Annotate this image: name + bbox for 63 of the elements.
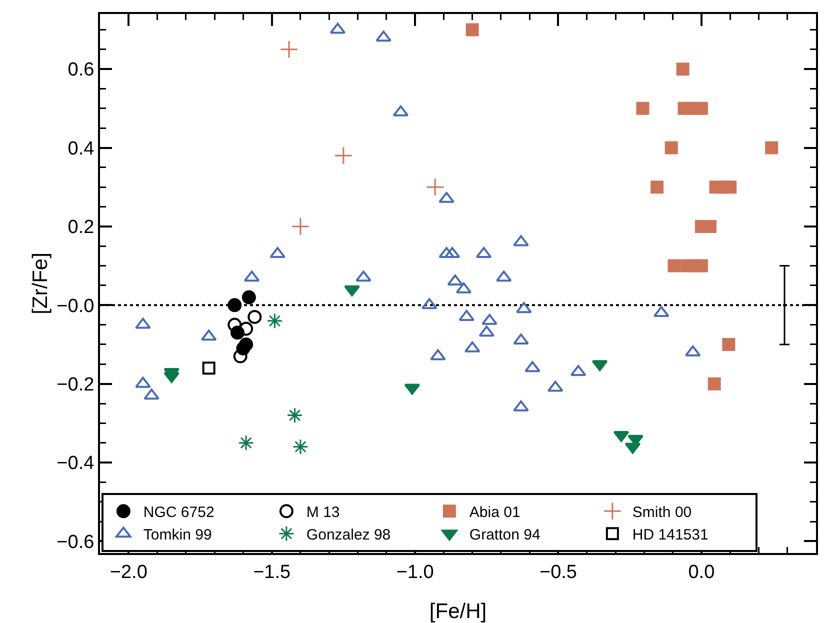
point — [694, 259, 708, 272]
point — [238, 434, 254, 451]
point — [356, 270, 372, 282]
point — [376, 30, 392, 42]
x-axis-title: [Fe/H] — [429, 600, 487, 623]
point — [228, 298, 242, 312]
point — [430, 349, 446, 360]
point — [135, 318, 151, 329]
point — [668, 259, 681, 272]
y-tick-label: −0.6 — [56, 532, 94, 553]
point — [513, 334, 529, 345]
point — [466, 23, 479, 36]
point — [248, 310, 262, 324]
legend-label: HD 141531 — [632, 526, 708, 544]
y-axis-title: [Zr/Fe] — [29, 252, 52, 314]
legend-label: Smith 00 — [632, 504, 692, 522]
legend-label: NGC 6752 — [143, 504, 214, 522]
point — [524, 361, 540, 372]
point — [239, 322, 254, 336]
point — [280, 40, 298, 59]
point — [228, 318, 242, 332]
point — [291, 217, 310, 236]
point — [286, 407, 303, 424]
x-tick-label: 0.0 — [688, 562, 715, 583]
point — [426, 178, 444, 196]
point — [482, 314, 498, 325]
y-tick-label: 0.4 — [68, 138, 95, 160]
y-tick-label: −0.0 — [56, 296, 94, 317]
point — [676, 62, 690, 76]
point — [270, 246, 286, 258]
legend-label: M 13 — [306, 504, 340, 522]
point — [724, 180, 737, 194]
point — [242, 290, 256, 304]
point — [438, 246, 454, 258]
point — [292, 438, 308, 455]
x-tick-label: −1.0 — [396, 562, 434, 583]
x-tick-label: −1.5 — [253, 562, 291, 583]
point — [202, 362, 216, 375]
y-tick-label: −0.4 — [56, 453, 95, 474]
point — [765, 141, 778, 154]
legend-label: Tomkin 99 — [143, 526, 212, 544]
legend-label: Gratton 94 — [469, 526, 540, 544]
point — [135, 376, 151, 388]
point — [334, 146, 353, 165]
point — [650, 180, 664, 194]
y-tick-label: 0.6 — [68, 60, 94, 81]
x-tick-label: −2.0 — [110, 562, 148, 583]
legend-label: Gonzalez 98 — [306, 526, 391, 544]
y-tick-label: −0.2 — [56, 374, 94, 396]
point — [144, 388, 160, 400]
point — [513, 400, 529, 412]
point — [513, 235, 529, 246]
point — [708, 377, 721, 390]
point — [694, 102, 708, 115]
y-tick-label: 0.2 — [68, 217, 94, 238]
x-tick-label: −0.5 — [539, 562, 577, 583]
point — [438, 192, 454, 203]
point — [722, 338, 736, 351]
point — [664, 141, 678, 154]
point — [233, 349, 248, 364]
legend-label: Abia 01 — [469, 504, 520, 522]
point — [636, 102, 650, 115]
point — [266, 312, 283, 329]
